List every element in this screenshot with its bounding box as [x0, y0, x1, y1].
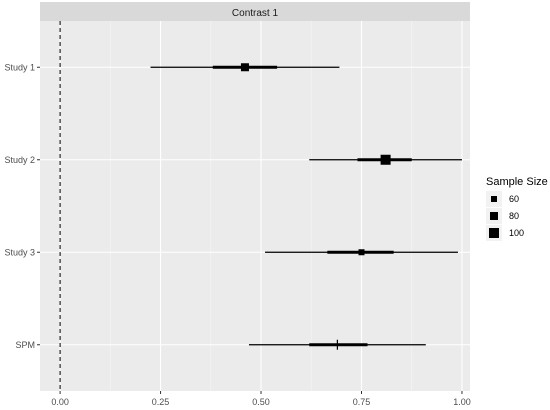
point-estimate [240, 63, 249, 72]
legend-label: 80 [509, 211, 519, 221]
legend: Sample Size 60 80 100 [486, 176, 548, 241]
y-tick-label: Study 2 [4, 155, 35, 165]
point-estimate [380, 154, 391, 165]
legend-key [491, 196, 497, 202]
x-tick-label: 0.00 [51, 397, 69, 407]
plot-panel [40, 21, 470, 391]
legend-label: 100 [509, 228, 524, 238]
legend-key [490, 212, 498, 220]
study-rows [150, 63, 462, 350]
x-tick-label: 0.25 [152, 397, 170, 407]
minor-gridlines [110, 21, 413, 391]
facet-label: Contrast 1 [232, 8, 279, 19]
point-estimate [358, 249, 365, 256]
legend-key [489, 228, 499, 238]
y-axis: Study 1 Study 2 Study 3 SPM [4, 62, 40, 350]
y-tick-label: Study 3 [4, 247, 35, 257]
x-tick-label: 0.50 [252, 397, 270, 407]
x-axis: 0.00 0.25 0.50 0.75 1.00 [51, 391, 471, 407]
x-tick-label: 1.00 [453, 397, 471, 407]
legend-label: 60 [509, 194, 519, 204]
x-tick-label: 0.75 [353, 397, 371, 407]
y-tick-label: SPM [15, 340, 35, 350]
legend-title: Sample Size [486, 176, 548, 188]
y-tick-label: Study 1 [4, 62, 35, 72]
facet-strip [40, 2, 470, 21]
